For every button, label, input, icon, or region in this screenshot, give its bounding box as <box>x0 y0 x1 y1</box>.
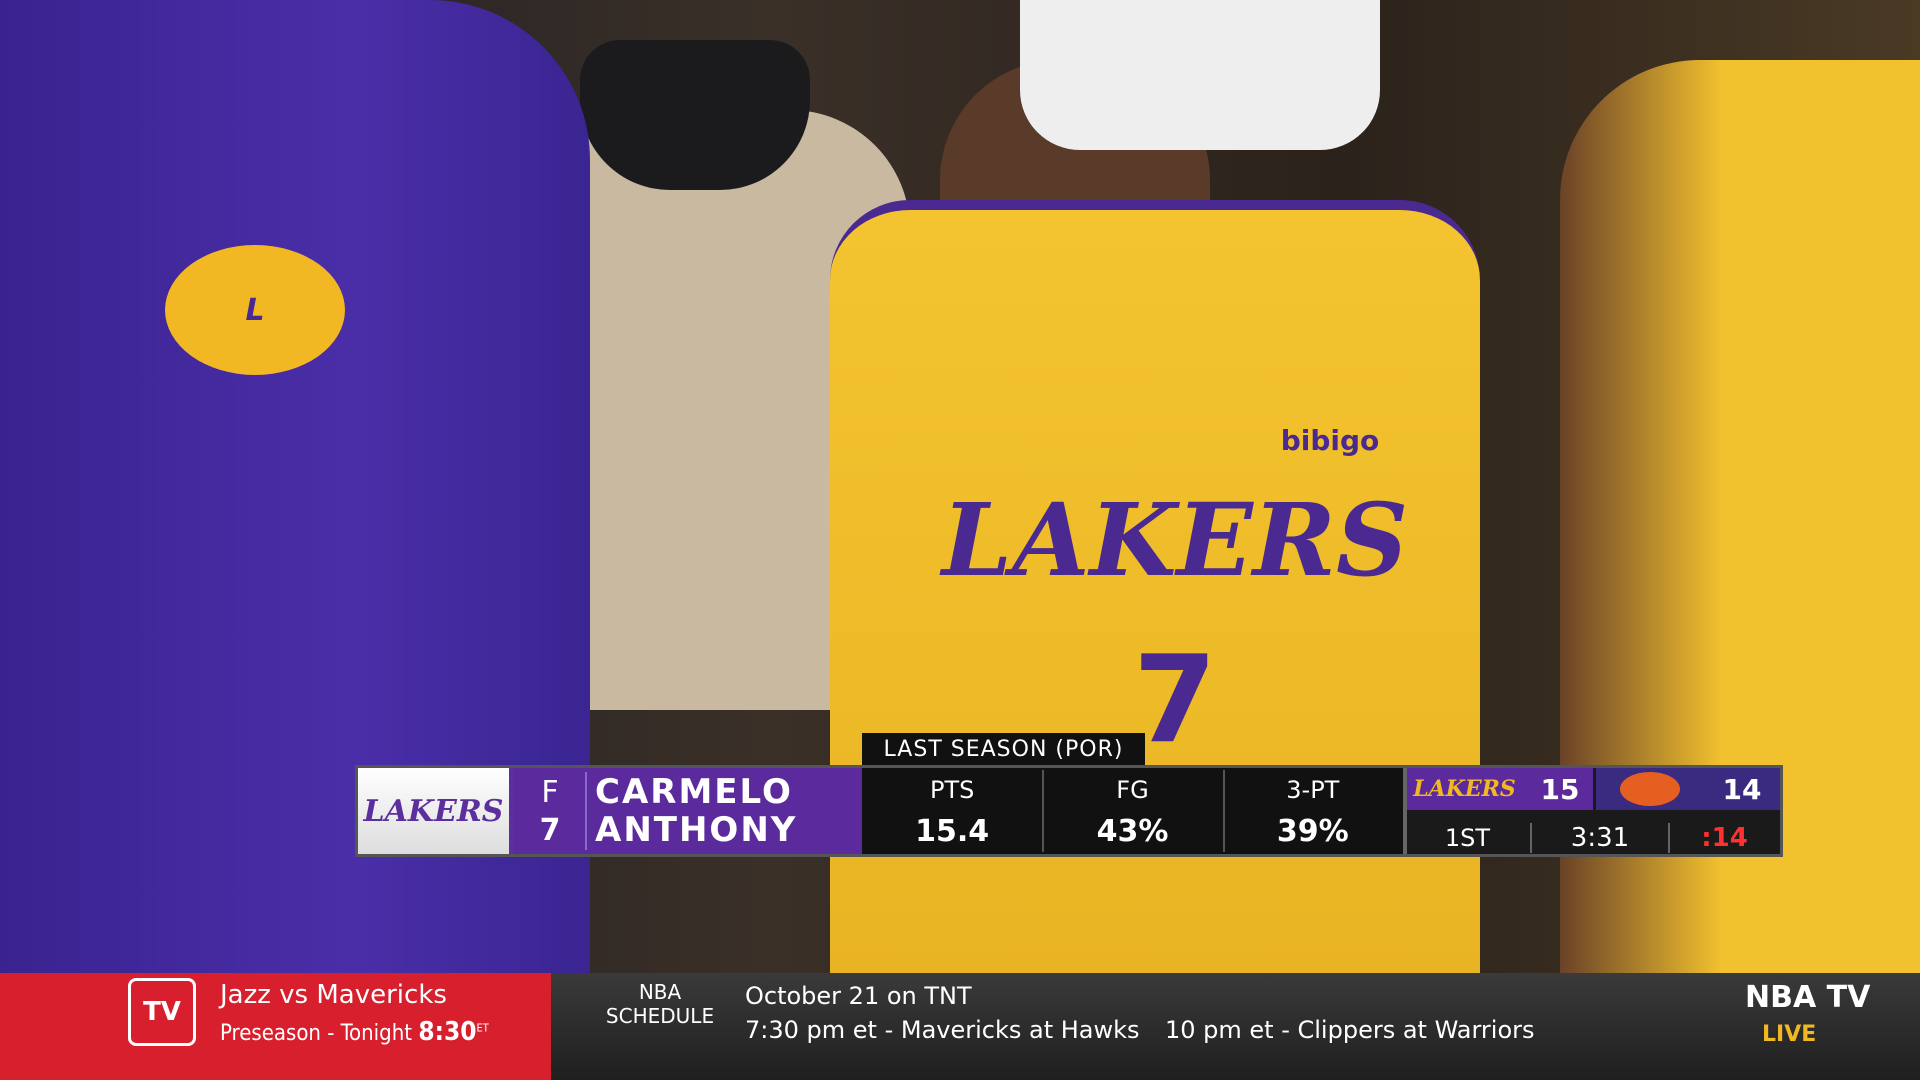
network-logo: NBA TV <box>1745 980 1871 1015</box>
stat-value: 39% <box>1276 813 1349 849</box>
team-logo: LAKERS <box>358 768 513 854</box>
away-logo <box>1620 772 1680 806</box>
schedule-panel <box>551 973 1920 1080</box>
player-number: 7 <box>539 812 561 848</box>
stat-value: 15.4 <box>915 813 990 849</box>
divider <box>585 772 587 850</box>
promo-line: Preseason - Tonight 8:30ET <box>220 1017 489 1047</box>
game-clock: 3:31 <box>1530 823 1670 853</box>
last-name: ANTHONY <box>595 810 798 850</box>
period: 1ST <box>1444 824 1491 852</box>
game-1: 7:30 pm et - Mavericks at Hawks <box>745 1016 1140 1044</box>
home-logo: LAKERS <box>1413 776 1516 802</box>
away-score: 14 <box>1722 772 1762 806</box>
promo-panel <box>0 973 551 1080</box>
promo-title: Jazz vs Mavericks <box>220 980 447 1010</box>
stat-divider <box>1042 770 1045 852</box>
promo-sub: Preseason - Tonight <box>220 1021 413 1046</box>
promo-tz: ET <box>476 1021 489 1035</box>
stat-value: 43% <box>1096 813 1169 849</box>
stat-label: FG <box>1116 776 1149 804</box>
lower-third-tab: LAST SEASON (POR) <box>862 733 1145 765</box>
sponsor: bibigo <box>1280 423 1380 457</box>
home-score: 15 <box>1540 772 1580 806</box>
shot-clock: :14 <box>1701 823 1748 853</box>
jersey-number: 7 <box>1133 630 1217 770</box>
stat-divider <box>1222 770 1225 852</box>
schedule-label: NBA SCHEDULE <box>605 980 715 1028</box>
game-2: 10 pm et - Clippers at Warriors <box>1165 1016 1535 1044</box>
face-mask <box>580 40 810 190</box>
stat-label: 3-PT <box>1286 776 1340 804</box>
stat-label: PTS <box>929 776 975 804</box>
jacket-logo: L <box>165 245 345 375</box>
headband <box>1020 0 1380 150</box>
first-name: CARMELO <box>595 772 793 812</box>
name-panel <box>513 768 862 854</box>
home-panel <box>1407 768 1593 810</box>
position: F <box>541 774 559 810</box>
live-label: LIVE <box>1762 1022 1817 1047</box>
jersey-text: LAKERS <box>941 481 1409 599</box>
nba-tv-logo: TV <box>128 978 196 1046</box>
schedule-date: October 21 on TNT <box>745 982 972 1010</box>
promo-time: 8:30 <box>418 1017 477 1047</box>
